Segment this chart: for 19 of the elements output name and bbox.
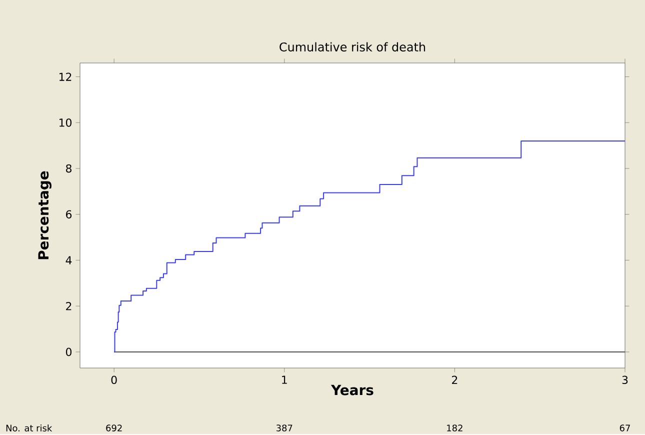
chart-title: Cumulative risk of death [280, 42, 426, 52]
text: No. at risk [6, 424, 52, 432]
y-tick-label: 6 [66, 210, 72, 219]
text: 67 [620, 424, 630, 432]
text: 182 [447, 424, 462, 432]
y-tick-label: 2 [66, 302, 72, 310]
text: 387 [276, 424, 292, 432]
y-tick-label: 12 [59, 72, 72, 81]
x-tick-label: 1 [282, 376, 287, 384]
x-tick-label: 2 [452, 376, 458, 384]
y-tick-label: 10 [59, 118, 72, 127]
y-tick-label: 8 [66, 164, 72, 173]
text: 692 [106, 424, 122, 432]
y-tick-label: 0 [66, 348, 72, 356]
x-tick-label: 0 [111, 376, 117, 384]
x-tick-label: 3 [622, 376, 628, 384]
x-axis-title: Years [330, 385, 374, 396]
y-axis-title: Percentage [38, 171, 52, 260]
y-tick-label: 4 [66, 256, 72, 264]
